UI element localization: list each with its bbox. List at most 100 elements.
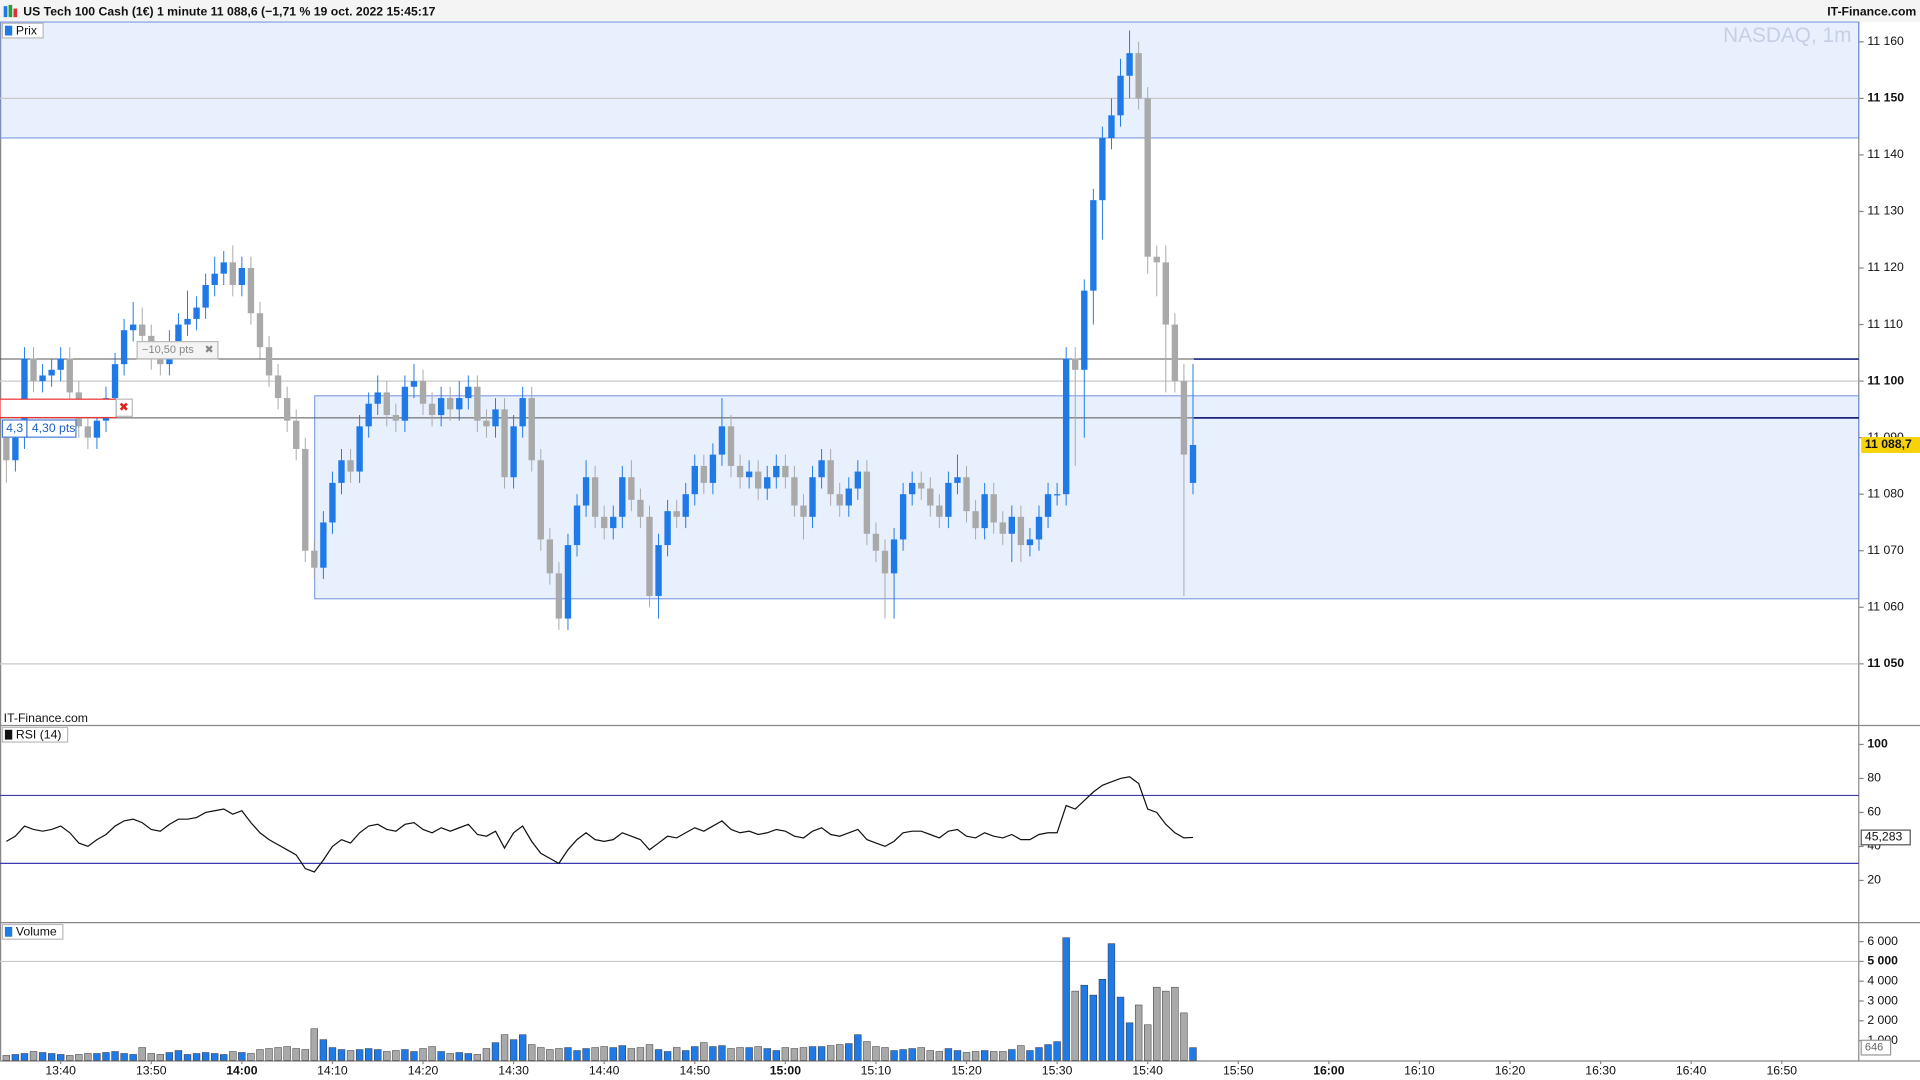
candle-body — [501, 409, 508, 478]
volume-bar — [1080, 984, 1088, 1061]
x-tick-label: 15:00 — [770, 1064, 801, 1078]
candle-body — [809, 477, 816, 517]
candle-body — [437, 398, 445, 416]
volume-bar — [962, 1052, 971, 1061]
volume-bar — [500, 1034, 509, 1061]
rsi-line — [6, 776, 1194, 873]
x-tick-label: 16:50 — [1766, 1064, 1797, 1078]
volume-bar — [192, 1053, 201, 1061]
candle-body — [1044, 494, 1052, 517]
source-label: IT-Finance.com — [4, 711, 88, 725]
y-tick-label: 11 160 — [1867, 34, 1904, 48]
annotation-box — [0, 398, 117, 419]
volume-bar — [283, 1046, 291, 1061]
x-tick-label: 16:10 — [1404, 1064, 1435, 1078]
candle-body — [573, 505, 581, 546]
volume-bar — [1189, 1047, 1197, 1061]
candle-body — [311, 550, 318, 568]
header-icon — [8, 4, 13, 18]
candle-body — [447, 398, 454, 410]
last-value-label: 646 — [1865, 1042, 1883, 1054]
volume-bar — [908, 1048, 916, 1061]
volume-bar — [546, 1049, 554, 1061]
x-tick-label: 14:50 — [679, 1064, 710, 1078]
candle-body — [700, 465, 708, 483]
volume-bar — [591, 1047, 599, 1061]
volume-bar — [1062, 937, 1070, 1061]
volume-bar — [537, 1047, 545, 1061]
candle-body — [66, 358, 73, 393]
candle-body — [1035, 516, 1043, 540]
volume-bar — [781, 1047, 790, 1061]
candle-body — [456, 398, 463, 410]
x-tick-label: 15:30 — [1042, 1064, 1073, 1078]
volume-bar — [138, 1047, 146, 1061]
candle-body — [827, 460, 834, 495]
candle-body — [1008, 516, 1016, 534]
volume-bar — [618, 1045, 626, 1061]
legend-swatch — [4, 729, 13, 740]
legend-swatch — [4, 25, 13, 36]
volume-bar — [1144, 1024, 1152, 1061]
volume-bar — [383, 1051, 391, 1061]
candle-body — [283, 398, 291, 421]
volume-bar — [75, 1054, 83, 1061]
candle-body — [347, 460, 354, 472]
candle-body — [555, 573, 563, 619]
last-price-box — [1861, 437, 1920, 453]
candle-body — [1099, 137, 1106, 201]
volume-bar — [129, 1054, 137, 1061]
volume-bar — [292, 1048, 300, 1061]
candle-body — [564, 545, 572, 619]
candle-body — [972, 511, 979, 529]
volume-bar — [120, 1053, 128, 1061]
candle-body — [320, 522, 327, 568]
volume-bar — [1035, 1047, 1043, 1061]
candle-body — [854, 471, 862, 489]
legend-label: Prix — [16, 23, 37, 37]
candle-body — [193, 307, 200, 319]
annotation-close: ✖ — [119, 400, 129, 414]
volume-bar — [47, 1053, 56, 1061]
volume-bar — [935, 1051, 944, 1061]
candle-body — [691, 465, 698, 495]
volume-bar — [573, 1050, 581, 1061]
legend-box — [1, 726, 69, 743]
volume-bar — [772, 1050, 780, 1061]
y-tick-label: 11 150 — [1867, 91, 1904, 105]
volume-bar — [220, 1054, 228, 1061]
volume-bar — [609, 1047, 617, 1061]
volume-bar — [419, 1048, 427, 1061]
volume-bar — [971, 1051, 980, 1061]
volume-bar — [509, 1039, 518, 1061]
x-tick-label: 14:40 — [589, 1064, 620, 1078]
y-tick-label: 11 130 — [1867, 204, 1904, 218]
header-icon — [3, 6, 8, 18]
candle-body — [1180, 381, 1188, 455]
candle-body — [791, 477, 798, 506]
candle-body — [184, 318, 191, 325]
volume-bar — [174, 1050, 183, 1061]
volume-bar — [491, 1042, 500, 1061]
volume-bar — [410, 1051, 418, 1061]
legend-label: Volume — [16, 925, 57, 939]
candle-body — [718, 426, 726, 455]
volume-bar — [310, 1028, 318, 1061]
x-tick-label: 16:40 — [1676, 1064, 1707, 1078]
y-tick-label: 6 000 — [1867, 934, 1898, 948]
volume-bar — [890, 1050, 898, 1061]
volume-bar — [1053, 1041, 1061, 1061]
candle-body — [673, 511, 680, 517]
candle-body — [890, 539, 898, 574]
candle-body — [1081, 290, 1088, 370]
candle-body — [238, 268, 246, 285]
volume-bar — [229, 1051, 237, 1061]
candle-body — [682, 494, 689, 517]
candle-body — [628, 477, 635, 500]
y-tick-label: 80 — [1867, 771, 1881, 785]
volume-bar — [2, 1055, 11, 1061]
volume-bar — [826, 1045, 835, 1061]
candle-body — [881, 550, 889, 574]
